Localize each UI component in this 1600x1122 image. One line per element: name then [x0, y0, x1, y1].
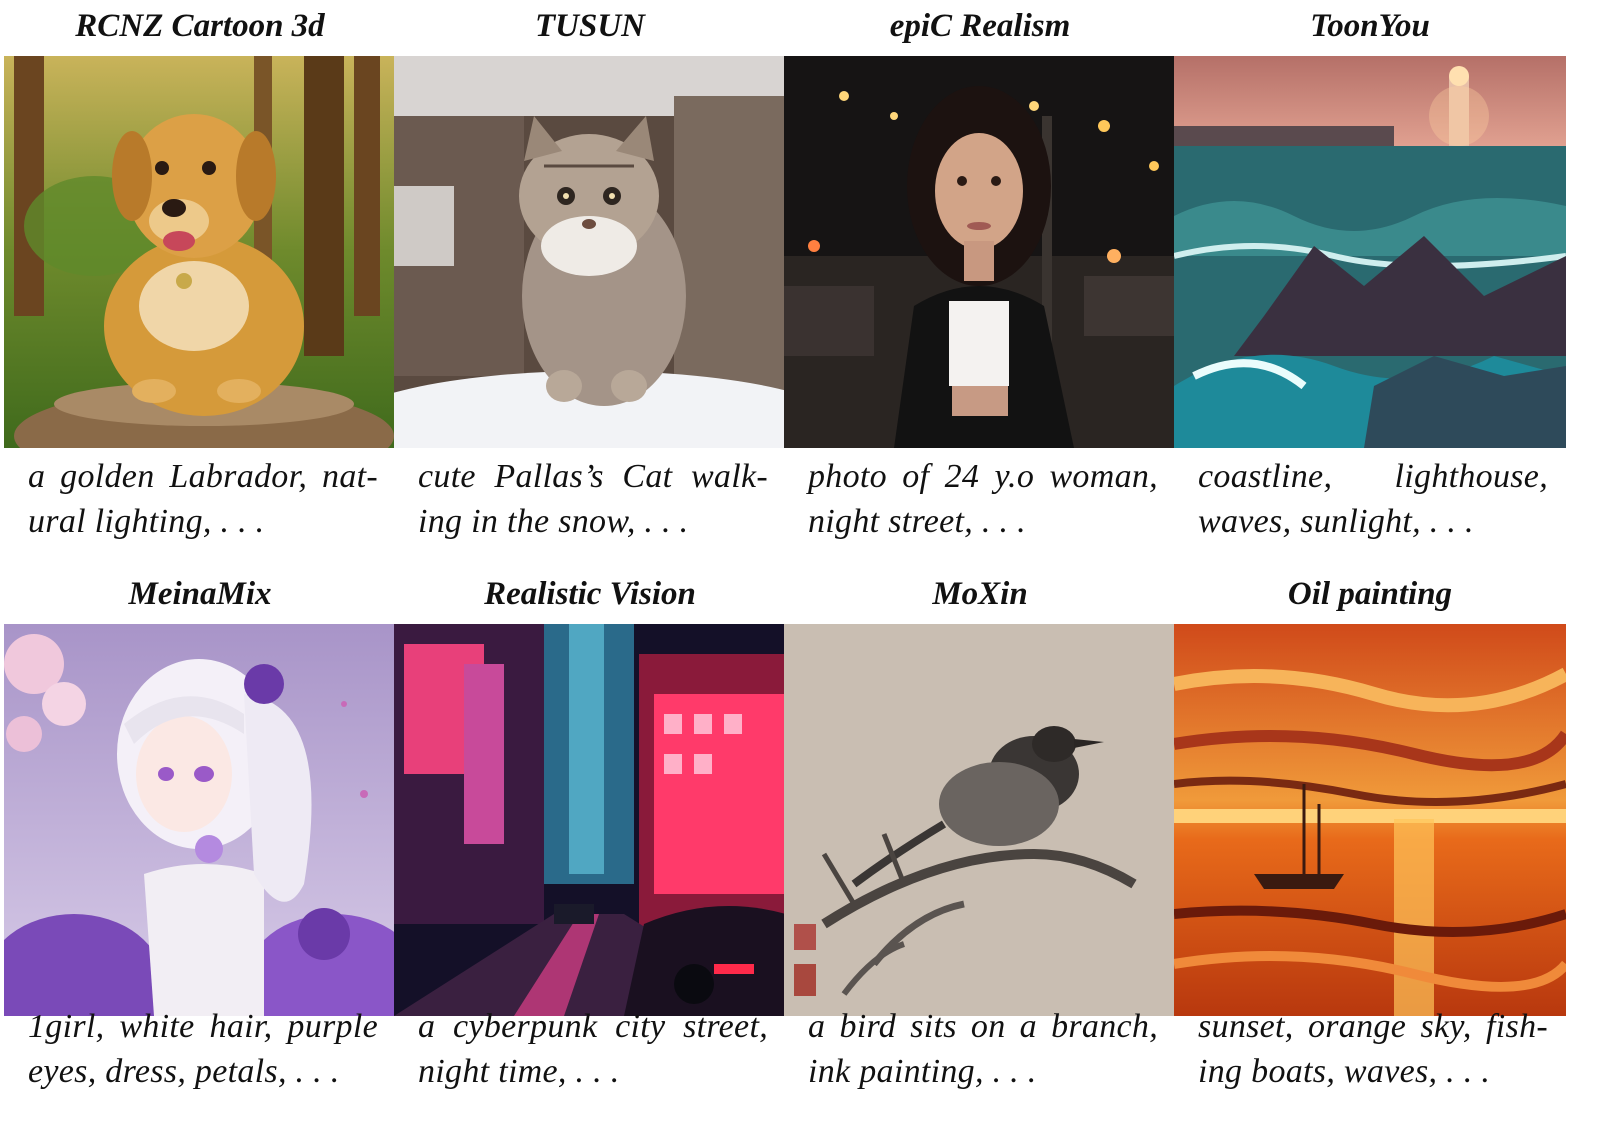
panel-title: MoXin — [932, 576, 1028, 612]
ink-bird-branch-image — [784, 624, 1176, 1016]
panel-caption: a golden Labrador, nat- ural lighting, .… — [28, 454, 378, 544]
panel-caption: a cyberpunk city street, night time, . .… — [418, 1004, 768, 1094]
caption-line: a bird sits on a branch, — [808, 1008, 1158, 1045]
caption-line: waves, sunlight, . . . — [1198, 503, 1474, 540]
golden-labrador-forest-image — [4, 56, 396, 448]
pallas-cat-snow-image — [394, 56, 786, 448]
panel-title: Realistic Vision — [484, 576, 696, 612]
caption-line: ing in the snow, . . . — [418, 503, 689, 540]
panel-title: epiC Realism — [889, 8, 1071, 44]
panel-title: Oil painting — [1287, 576, 1453, 612]
caption-line: a golden Labrador, nat- — [28, 458, 378, 495]
caption-line: a cyberpunk city street, — [418, 1008, 768, 1045]
panel-caption: sunset, orange sky, fish- ing boats, wav… — [1198, 1004, 1548, 1094]
caption-line: ink painting, . . . — [808, 1053, 1037, 1090]
caption-line: night street, . . . — [808, 503, 1026, 540]
caption-line: coastline, lighthouse, — [1198, 458, 1548, 495]
panel-title: MeinaMix — [128, 576, 272, 612]
caption-line: ural lighting, . . . — [28, 503, 265, 540]
panel-caption: 1girl, white hair, purple eyes, dress, p… — [28, 1004, 378, 1094]
panel-title: ToonYou — [1310, 8, 1430, 44]
anime-girl-petals-image — [4, 624, 396, 1016]
caption-line: night time, . . . — [418, 1053, 620, 1090]
coastline-lighthouse-image — [1174, 56, 1566, 448]
caption-line: eyes, dress, petals, . . . — [28, 1053, 340, 1090]
caption-line: photo of 24 y.o woman, — [808, 458, 1158, 495]
oil-sunset-boats-image — [1174, 624, 1566, 1016]
panel-caption: photo of 24 y.o woman, night street, . .… — [808, 454, 1158, 544]
caption-line: cute Pallas’s Cat walk- — [418, 458, 768, 495]
panel-caption: cute Pallas’s Cat walk- ing in the snow,… — [418, 454, 768, 544]
panel-title: TUSUN — [534, 8, 645, 44]
caption-line: ing boats, waves, . . . — [1198, 1053, 1491, 1090]
panel-caption: coastline, lighthouse, waves, sunlight, … — [1198, 454, 1548, 544]
caption-line: 1girl, white hair, purple — [28, 1008, 378, 1045]
panel-title: RCNZ Cartoon 3d — [75, 8, 325, 44]
panel-caption: a bird sits on a branch, ink painting, .… — [808, 1004, 1158, 1094]
caption-line: sunset, orange sky, fish- — [1198, 1008, 1548, 1045]
cyberpunk-street-image — [394, 624, 786, 1016]
woman-night-street-image — [784, 56, 1176, 448]
